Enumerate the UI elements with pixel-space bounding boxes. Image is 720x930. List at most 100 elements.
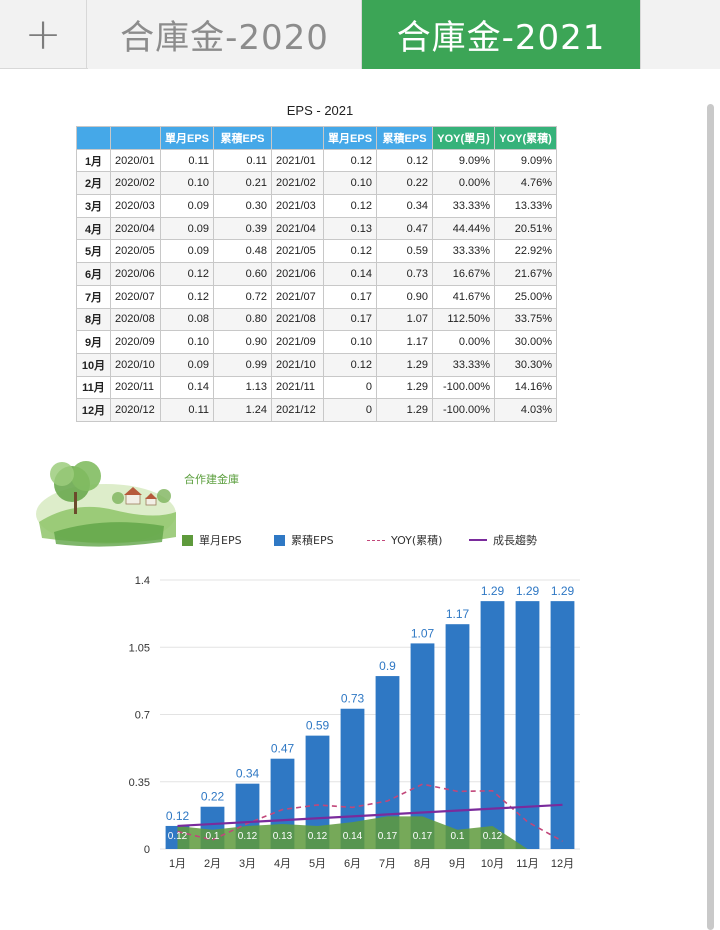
table-cell[interactable]: 9.09%	[494, 148, 558, 173]
table-cell[interactable]: 21.67%	[494, 262, 558, 286]
table-cell[interactable]: 13.33%	[494, 194, 558, 218]
table-cell[interactable]: 0.09	[159, 352, 215, 377]
table-cell[interactable]: 0.90	[376, 284, 434, 309]
table-cell[interactable]: 0.09	[159, 239, 215, 264]
table-cell[interactable]: 11月	[76, 375, 111, 400]
table-cell[interactable]: 33.33%	[432, 352, 496, 377]
table-cell[interactable]: 1.29	[376, 352, 434, 377]
table-cell[interactable]: 2020/08	[110, 307, 161, 332]
table-cell[interactable]: 4.76%	[494, 171, 558, 196]
table-cell[interactable]: 33.33%	[432, 239, 496, 264]
table-cell[interactable]: 33.75%	[494, 307, 558, 332]
table-cell[interactable]: 22.92%	[494, 239, 558, 264]
table-cell[interactable]: 20.51%	[494, 216, 558, 241]
table-cell[interactable]: 0.11	[213, 148, 273, 173]
tab-2020[interactable]: 合庫金-2020	[88, 0, 362, 69]
table-cell[interactable]: 0.10	[323, 330, 378, 354]
table-cell[interactable]: 0.59	[376, 239, 434, 264]
table-cell[interactable]: 2021/12	[271, 398, 325, 422]
table-cell[interactable]: 0.22	[376, 171, 434, 196]
table-cell[interactable]: 0.21	[213, 171, 273, 196]
table-cell[interactable]: 0.10	[159, 171, 215, 196]
table-cell[interactable]: 1.29	[376, 375, 434, 400]
table-cell[interactable]: 2021/07	[271, 284, 325, 309]
table-cell[interactable]: 0.30	[213, 194, 273, 218]
table-cell[interactable]: 0.12	[323, 239, 378, 264]
table-cell[interactable]: 0.11	[159, 148, 215, 173]
table-cell[interactable]: 3月	[76, 194, 111, 218]
table-cell[interactable]: 2021/08	[271, 307, 325, 332]
table-cell[interactable]: 0.12	[159, 284, 215, 309]
table-cell[interactable]: 33.33%	[432, 194, 496, 218]
table-cell[interactable]: 9月	[76, 330, 111, 354]
table-cell[interactable]: 4月	[76, 216, 111, 241]
table-cell[interactable]: 0.00%	[432, 171, 496, 196]
tab-2021[interactable]: 合庫金-2021	[362, 0, 640, 69]
table-cell[interactable]: 0.90	[213, 330, 273, 354]
table-cell[interactable]: 25.00%	[494, 284, 558, 309]
table-cell[interactable]: 2020/06	[110, 262, 161, 286]
table-cell[interactable]: 0.12	[323, 194, 378, 218]
table-cell[interactable]: 0.10	[159, 330, 215, 354]
table-cell[interactable]: 0.39	[213, 216, 273, 241]
table-cell[interactable]: 2021/11	[271, 375, 325, 400]
table-cell[interactable]: 0.12	[323, 148, 378, 173]
table-cell[interactable]: 2021/01	[271, 148, 325, 173]
table-cell[interactable]: 44.44%	[432, 216, 496, 241]
table-cell[interactable]: -100.00%	[432, 375, 496, 400]
table-cell[interactable]: 112.50%	[432, 307, 496, 332]
table-cell[interactable]: 0	[323, 398, 378, 422]
table-cell[interactable]: 2020/02	[110, 171, 161, 196]
table-cell[interactable]: 0.17	[323, 307, 378, 332]
table-cell[interactable]: 14.16%	[494, 375, 558, 400]
table-cell[interactable]: 2020/03	[110, 194, 161, 218]
table-cell[interactable]: 0.47	[376, 216, 434, 241]
table-cell[interactable]: 0.12	[159, 262, 215, 286]
table-cell[interactable]: 0.00%	[432, 330, 496, 354]
table-cell[interactable]: 2020/12	[110, 398, 161, 422]
table-cell[interactable]: 2020/11	[110, 375, 161, 400]
table-cell[interactable]: 2020/04	[110, 216, 161, 241]
table-cell[interactable]: 41.67%	[432, 284, 496, 309]
table-cell[interactable]: 0	[323, 375, 378, 400]
table-cell[interactable]: 2020/07	[110, 284, 161, 309]
table-cell[interactable]: 2020/01	[110, 148, 161, 173]
table-cell[interactable]: 0.17	[323, 284, 378, 309]
table-cell[interactable]: 0.34	[376, 194, 434, 218]
table-cell[interactable]: 0.14	[323, 262, 378, 286]
table-cell[interactable]: 2020/10	[110, 352, 161, 377]
table-cell[interactable]: 0.48	[213, 239, 273, 264]
table-cell[interactable]: 0.08	[159, 307, 215, 332]
table-cell[interactable]: -100.00%	[432, 398, 496, 422]
table-cell[interactable]: 2021/05	[271, 239, 325, 264]
table-cell[interactable]: 2月	[76, 171, 111, 196]
table-cell[interactable]: 0.14	[159, 375, 215, 400]
table-cell[interactable]: 0.60	[213, 262, 273, 286]
table-cell[interactable]: 1.17	[376, 330, 434, 354]
table-cell[interactable]: 6月	[76, 262, 111, 286]
table-cell[interactable]: 2021/02	[271, 171, 325, 196]
table-cell[interactable]: 9.09%	[432, 148, 496, 173]
table-cell[interactable]: 0.99	[213, 352, 273, 377]
table-cell[interactable]: 0.10	[323, 171, 378, 196]
table-cell[interactable]: 2020/09	[110, 330, 161, 354]
table-cell[interactable]: 0.80	[213, 307, 273, 332]
table-cell[interactable]: 2021/03	[271, 194, 325, 218]
table-cell[interactable]: 1.07	[376, 307, 434, 332]
table-cell[interactable]: 4.03%	[494, 398, 558, 422]
table-cell[interactable]: 0.12	[323, 352, 378, 377]
table-cell[interactable]: 30.00%	[494, 330, 558, 354]
table-cell[interactable]: 2021/09	[271, 330, 325, 354]
table-cell[interactable]: 0.12	[376, 148, 434, 173]
table-cell[interactable]: 2021/10	[271, 352, 325, 377]
table-cell[interactable]: 1.13	[213, 375, 273, 400]
table-cell[interactable]: 0.09	[159, 194, 215, 218]
table-cell[interactable]: 0.13	[323, 216, 378, 241]
table-cell[interactable]: 10月	[76, 352, 111, 377]
table-cell[interactable]: 7月	[76, 284, 111, 309]
table-cell[interactable]: 8月	[76, 307, 111, 332]
add-sheet-button[interactable]: +	[0, 0, 87, 69]
table-cell[interactable]: 0.11	[159, 398, 215, 422]
table-cell[interactable]: 5月	[76, 239, 111, 264]
table-cell[interactable]: 0.72	[213, 284, 273, 309]
